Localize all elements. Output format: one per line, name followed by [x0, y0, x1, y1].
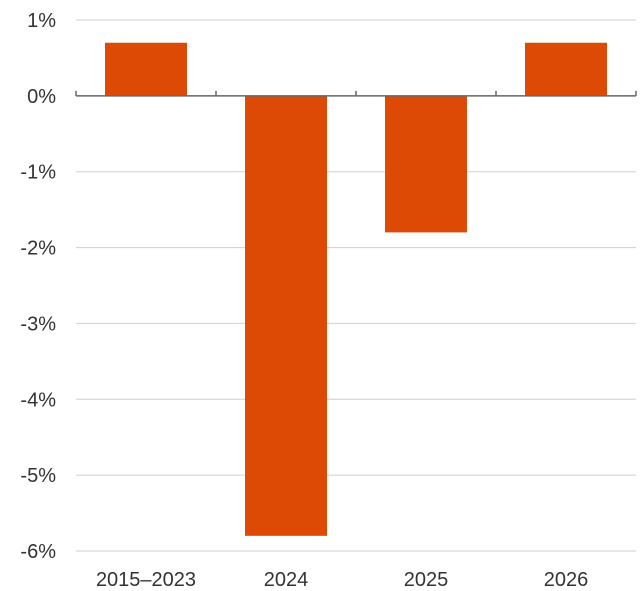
bars: [105, 42, 607, 536]
bar-3: [525, 42, 607, 96]
x-axis-tick-labels: 2015–2023 2024 2025 2026: [96, 569, 588, 591]
y-tick-label: 0%: [27, 86, 56, 108]
bar-0: [105, 42, 187, 96]
bar-1: [245, 95, 327, 536]
x-tick-label: 2026: [544, 569, 589, 591]
x-tick-label: 2015–2023: [96, 569, 196, 591]
bar-2: [385, 95, 467, 233]
x-tick-label: 2025: [404, 569, 449, 591]
y-tick-label: 1%: [27, 10, 56, 32]
y-tick-label: -4%: [20, 389, 56, 411]
x-axis: [75, 90, 637, 97]
y-tick-label: -3%: [20, 313, 56, 335]
y-tick-label: -1%: [20, 162, 56, 184]
y-axis-tick-labels: 1% 0% -1% -2% -3% -4% -5% -6%: [20, 10, 56, 563]
grid-lines: [76, 19, 636, 552]
y-tick-label: -2%: [20, 238, 56, 260]
y-tick-label: -5%: [20, 465, 56, 487]
y-tick-label: -6%: [20, 541, 56, 563]
x-tick-label: 2024: [264, 569, 309, 591]
